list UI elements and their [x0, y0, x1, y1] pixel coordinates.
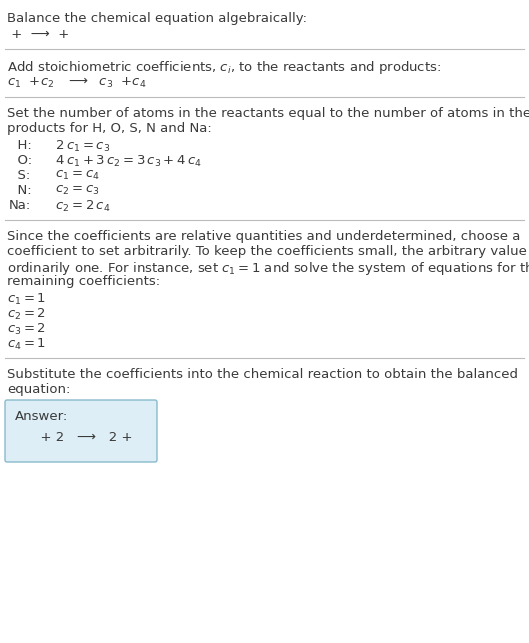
Text: products for H, O, S, N and Na:: products for H, O, S, N and Na: — [7, 122, 212, 135]
Text: Balance the chemical equation algebraically:: Balance the chemical equation algebraica… — [7, 12, 307, 25]
Text: Add stoichiometric coefficients, $c_i$, to the reactants and products:: Add stoichiometric coefficients, $c_i$, … — [7, 59, 441, 76]
Text: Since the coefficients are relative quantities and underdetermined, choose a: Since the coefficients are relative quan… — [7, 230, 521, 243]
Text: $c_4 = 1$: $c_4 = 1$ — [7, 337, 46, 352]
Text: + 2   ⟶   2 +: + 2 ⟶ 2 + — [15, 431, 137, 444]
Text: $4\,c_1 + 3\,c_2 = 3\,c_3 + 4\,c_4$: $4\,c_1 + 3\,c_2 = 3\,c_3 + 4\,c_4$ — [47, 154, 202, 169]
Text: coefficient to set arbitrarily. To keep the coefficients small, the arbitrary va: coefficient to set arbitrarily. To keep … — [7, 245, 529, 258]
Text: Set the number of atoms in the reactants equal to the number of atoms in the: Set the number of atoms in the reactants… — [7, 107, 529, 120]
Text: N:: N: — [9, 184, 32, 197]
FancyBboxPatch shape — [5, 400, 157, 462]
Text: $c_2 = 2$: $c_2 = 2$ — [7, 307, 46, 322]
Text: remaining coefficients:: remaining coefficients: — [7, 275, 160, 288]
Text: ordinarily one. For instance, set $c_1 = 1$ and solve the system of equations fo: ordinarily one. For instance, set $c_1 =… — [7, 260, 529, 277]
Text: Substitute the coefficients into the chemical reaction to obtain the balanced: Substitute the coefficients into the che… — [7, 368, 518, 381]
Text: equation:: equation: — [7, 383, 70, 396]
Text: $c_2 = c_3$: $c_2 = c_3$ — [47, 184, 99, 197]
Text: O:: O: — [9, 154, 32, 167]
Text: Answer:: Answer: — [15, 410, 68, 423]
Text: $c_1 = 1$: $c_1 = 1$ — [7, 292, 46, 307]
Text: Na:: Na: — [9, 199, 31, 212]
Text: $c_1$  +$c_2$   $\longrightarrow$  $c_3$  +$c_4$: $c_1$ +$c_2$ $\longrightarrow$ $c_3$ +$c… — [7, 76, 147, 90]
Text: S:: S: — [9, 169, 30, 182]
Text: H:: H: — [9, 139, 32, 152]
Text: $c_2 = 2\,c_4$: $c_2 = 2\,c_4$ — [47, 199, 111, 214]
Text: $c_3 = 2$: $c_3 = 2$ — [7, 322, 46, 337]
Text: $c_1 = c_4$: $c_1 = c_4$ — [47, 169, 100, 182]
Text: $2\,c_1 = c_3$: $2\,c_1 = c_3$ — [47, 139, 110, 154]
Text: +  ⟶  +: + ⟶ + — [7, 28, 74, 41]
